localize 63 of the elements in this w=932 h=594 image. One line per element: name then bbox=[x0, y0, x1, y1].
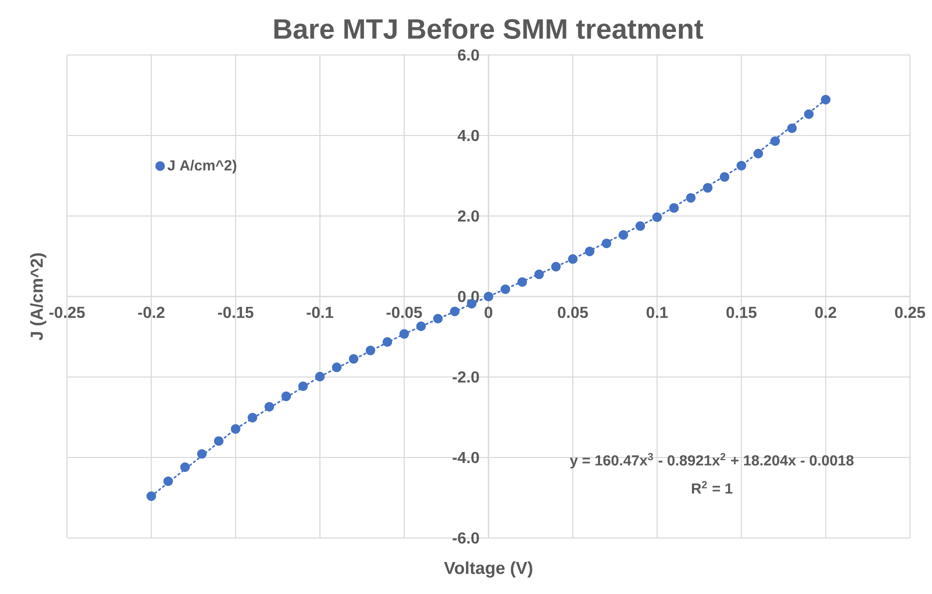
point bbox=[230, 424, 240, 434]
point bbox=[568, 254, 578, 264]
point bbox=[787, 123, 797, 134]
point bbox=[736, 160, 746, 170]
point bbox=[702, 183, 712, 193]
y-tick-label: -2.0 bbox=[452, 371, 479, 383]
point bbox=[163, 476, 173, 486]
y-tick-label: 4.0 bbox=[458, 130, 479, 142]
point bbox=[635, 221, 646, 231]
x-tick-label: -0.05 bbox=[386, 306, 422, 318]
point bbox=[618, 230, 628, 240]
point bbox=[332, 362, 342, 372]
point bbox=[433, 314, 443, 324]
point bbox=[770, 136, 780, 146]
annotation: y = 160.47x$^{3}$ - 0.8921x$^{2}$ + 18.204x - 0.0018 bbox=[570, 452, 854, 468]
point bbox=[315, 372, 325, 382]
point bbox=[602, 238, 612, 248]
y-tick-label: -4.0 bbox=[452, 452, 479, 464]
point bbox=[534, 270, 544, 280]
annotation: R$^{2}$ = 1 bbox=[692, 481, 732, 494]
point bbox=[214, 436, 224, 446]
point bbox=[669, 203, 679, 213]
legend-label: J A/cm^2) bbox=[168, 160, 236, 174]
point bbox=[197, 449, 207, 459]
chart-title: Bare MTJ Before SMM treatment bbox=[274, 18, 704, 39]
point bbox=[584, 246, 594, 256]
point bbox=[399, 329, 410, 339]
x-tick-label: -0.2 bbox=[138, 306, 164, 318]
point bbox=[517, 277, 528, 287]
y-tick-label: -6.0 bbox=[452, 532, 479, 544]
point bbox=[652, 212, 662, 222]
point bbox=[180, 462, 190, 472]
x-tick-label: 0.05 bbox=[558, 306, 588, 318]
point bbox=[248, 412, 258, 422]
point bbox=[551, 262, 561, 272]
point bbox=[298, 381, 308, 392]
point bbox=[500, 284, 510, 294]
point bbox=[416, 321, 426, 332]
point bbox=[146, 491, 156, 501]
point bbox=[753, 148, 764, 158]
x-tick-label: -0.15 bbox=[218, 306, 254, 318]
point bbox=[804, 109, 814, 119]
y-tick-label: 2.0 bbox=[458, 210, 479, 222]
point bbox=[820, 94, 831, 104]
point bbox=[686, 193, 696, 203]
point bbox=[720, 172, 730, 182]
point bbox=[484, 292, 494, 302]
x-tick-label: 0 bbox=[484, 306, 492, 318]
x-tick-label: -0.1 bbox=[306, 306, 334, 318]
x-tick-label: 0.15 bbox=[726, 306, 757, 318]
x-tick-label: 0.2 bbox=[815, 306, 836, 318]
point bbox=[366, 346, 376, 356]
point bbox=[450, 306, 460, 316]
point bbox=[348, 354, 358, 364]
y-axis-title: J (A/cm^2) bbox=[30, 253, 46, 340]
point bbox=[264, 402, 274, 412]
point bbox=[382, 337, 392, 347]
point bbox=[281, 392, 291, 402]
x-tick-label: 0.25 bbox=[895, 306, 926, 318]
x-tick-label: 0.1 bbox=[646, 306, 668, 318]
y-tick-label: 6.0 bbox=[458, 49, 479, 61]
x-axis-title: Voltage (V) bbox=[444, 561, 532, 578]
x-tick-label: -0.25 bbox=[49, 306, 85, 318]
